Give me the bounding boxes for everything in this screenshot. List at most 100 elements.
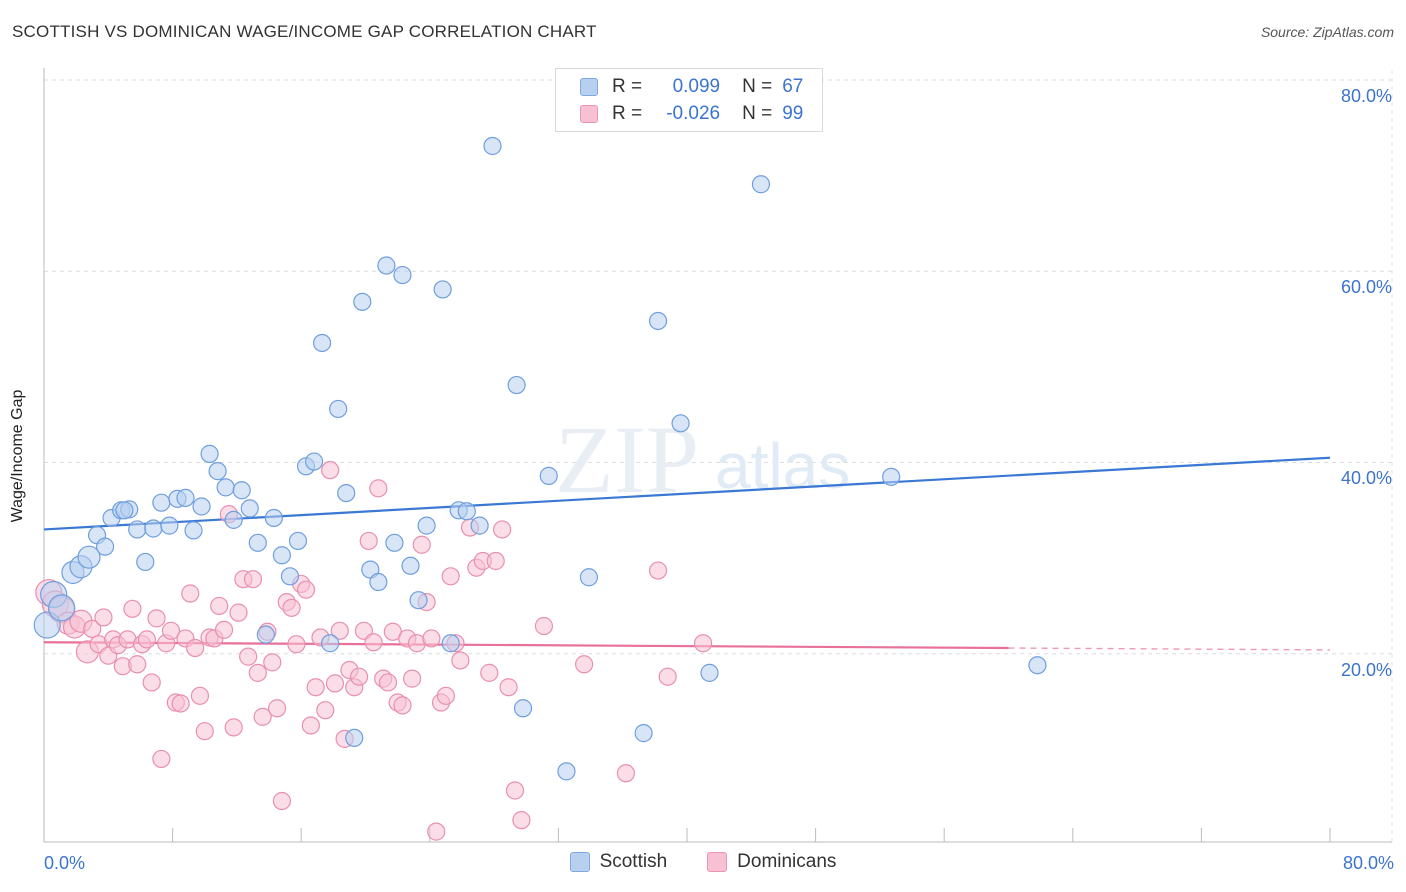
scottish-point [48,594,76,622]
legend-item-scottish[interactable]: Scottish [569,851,668,873]
dominicans-point [534,616,554,636]
dominicans-swatch [707,852,728,872]
dominicans-point [306,678,325,697]
dominicans-trend-extension [1008,647,1331,651]
scottish-point [200,444,219,463]
scottish-trend-line [43,456,1331,531]
scottish-point [507,375,526,395]
source-label[interactable]: Source: ZipAtlas.com [1260,24,1394,40]
scottish-points [33,136,1047,781]
dominicans-point [195,722,214,741]
dominicans-point [499,678,518,697]
scottish-swatch [580,78,598,96]
legend-label-dominicans: Dominicans [737,851,837,872]
r-label: R = [612,103,643,124]
n-value: 99 [782,103,804,124]
dominicans-point [505,781,525,800]
dominicans-point [330,621,349,640]
dominicans-point [486,551,505,571]
dominicans-point [321,461,340,480]
scottish-point [671,414,690,433]
dominicans-point [349,667,369,686]
scottish-point [417,516,436,535]
dominicans-point [243,570,263,589]
scottish-point [256,625,275,644]
scottish-point [470,516,489,535]
scottish-point [393,265,412,285]
dominicans-point [316,701,335,720]
scottish-swatch [569,852,590,872]
dominicans-point [412,535,431,554]
scottish-point [216,478,235,497]
dominicans-point [658,667,677,686]
n-value: 67 [782,76,804,97]
legend-item-dominicans[interactable]: Dominicans [707,851,836,873]
dominicans-point [378,673,398,692]
scottish-point [345,728,364,748]
r-value: -0.026 [666,103,721,124]
n-label: N = [742,103,773,124]
dominicans-point [451,651,470,670]
scottish-point [634,724,653,743]
dominicans-point [301,716,320,735]
scottish-point [409,591,428,610]
dominicans-point [83,619,102,638]
dominicans-point [512,811,531,830]
dominicans-point [648,561,668,580]
dominicans-point [393,696,412,715]
dominicans-point [186,638,205,658]
dominicans-point [263,653,282,672]
scottish-point [1028,656,1047,675]
n-label: N = [742,76,773,97]
dominicans-point [480,663,499,682]
dominicans-point [147,609,166,628]
scottish-point [95,537,115,556]
dominicans-point [296,580,316,599]
dominicans-point [171,694,190,713]
dominicans-point [128,655,147,674]
scottish-point [264,508,283,528]
dominicans-point [364,633,383,652]
scottish-point [353,292,372,311]
dominicans-point [161,621,181,640]
dominicans-point [137,630,156,649]
dominicans-point [272,791,292,811]
y-axis-label: Wage/Income Gap [9,389,26,523]
dominicans-point [493,520,512,539]
scottish-point [539,466,558,485]
dominicans-point [239,647,258,666]
dominicans-point [282,598,301,617]
series-legend: Scottish Dominicans [0,851,1406,873]
dominicans-point [575,655,594,674]
scottish-point [385,533,404,552]
scottish-point [441,634,460,653]
dominicans-point [325,674,345,693]
scottish-point [128,520,147,539]
dominicans-point [436,686,455,705]
legend-row-dominicans: R = -0.026 N = 99 [580,102,803,126]
dominicans-point [359,531,378,551]
scottish-point [557,762,576,781]
scottish-point [329,399,348,419]
scottish-point [248,533,267,552]
scottish-point [144,519,163,538]
dominicans-point [152,749,171,769]
legend-row-scottish: R = 0.099 N = 67 [580,75,803,99]
scottish-point [272,546,292,565]
scottish-point [240,499,259,518]
chart-title: SCOTTISH VS DOMINICAN WAGE/INCOME GAP CO… [12,22,597,41]
legend-label-scottish: Scottish [599,851,668,872]
dominicans-point [214,620,234,639]
scottish-point [184,521,203,540]
scottish-point [648,311,668,331]
dominicans-point [224,718,243,737]
dominicans-point [229,603,248,622]
scottish-point [288,531,308,551]
scottish-point [192,497,211,516]
scottish-point [304,452,324,471]
dominicans-point [441,567,460,586]
r-label: R = [612,76,643,97]
dominicans-point [616,764,636,783]
dominicans-point [181,584,200,603]
